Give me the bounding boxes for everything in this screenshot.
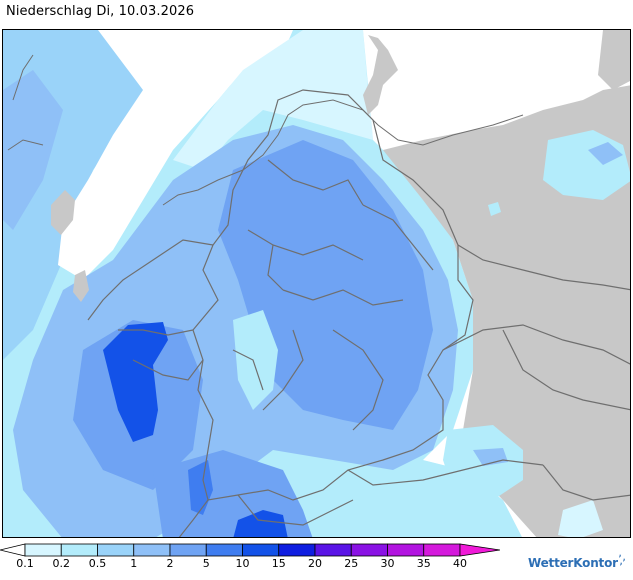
brand-droplet-icon [619,554,625,566]
precipitation-map[interactable] [2,29,631,538]
legend-swatch [205,543,243,557]
border-austria [347,459,544,486]
border-east-3 [502,329,630,411]
precip-east-core [588,142,623,165]
precip-core-south-2 [233,510,288,537]
legend-swatch [350,543,388,557]
legend-label: 0.1 [16,557,34,570]
legend-label: 5 [202,557,210,570]
legend-swatch [60,543,98,557]
land-east [383,85,630,537]
border-east-2 [542,464,630,501]
legend-label: 10 [235,557,250,570]
legend-swatch [133,543,171,557]
land-uk [51,190,75,235]
land-uk-2 [73,270,89,302]
precip-light-patch [233,310,278,410]
border-regional-3 [232,329,384,431]
legend-label: 2 [166,557,174,570]
border-poland [457,244,630,291]
legend-over-arrow [459,543,500,557]
legend-swatch [423,543,461,557]
coast-north [162,99,524,206]
legend-label: 0.5 [88,557,107,570]
dry-north-sea [58,30,243,280]
border-regional-4 [267,204,434,291]
legend-label: 25 [344,557,359,570]
border-france [132,359,209,537]
border-lines [87,89,630,537]
precip-small [488,202,501,216]
border-switzerland [237,494,354,526]
map-title: Niederschlag Di, 10.03.2026 [6,4,195,19]
legend-label: 15 [271,557,286,570]
precip-west-light [3,70,63,230]
legend-label: 0.2 [52,557,71,570]
legend-swatch [314,543,352,557]
brand-logo-text[interactable]: WetterKontor [528,556,618,570]
legend-swatch [24,543,62,557]
precip-coast-light [173,30,373,170]
legend-swatch [169,543,207,557]
legend-label: 35 [416,557,431,570]
land-sweden [598,30,630,90]
legend-label: 20 [308,557,322,570]
legend-swatch [278,543,316,557]
land-denmark [363,35,398,115]
precip-se-patch [558,500,603,537]
legend-under-arrow [0,543,26,557]
precip-core-west [103,322,168,442]
legend-swatch [387,543,425,557]
precipitation-legend: 0.1 0.2 0.5 1 2 5 10 15 20 25 30 35 40 [0,543,500,579]
border-germany [192,89,474,501]
legend-label: 1 [130,557,138,570]
border-regional-1 [247,159,364,261]
legend-label: 40 [453,557,467,570]
border-benelux [87,239,214,336]
legend-swatch [97,543,135,557]
border-regional-2 [262,289,404,411]
legend-label: 30 [380,557,395,570]
border-czech [442,324,630,365]
legend-swatch [242,543,280,557]
coastlines [7,54,524,206]
coast-west [7,54,44,151]
